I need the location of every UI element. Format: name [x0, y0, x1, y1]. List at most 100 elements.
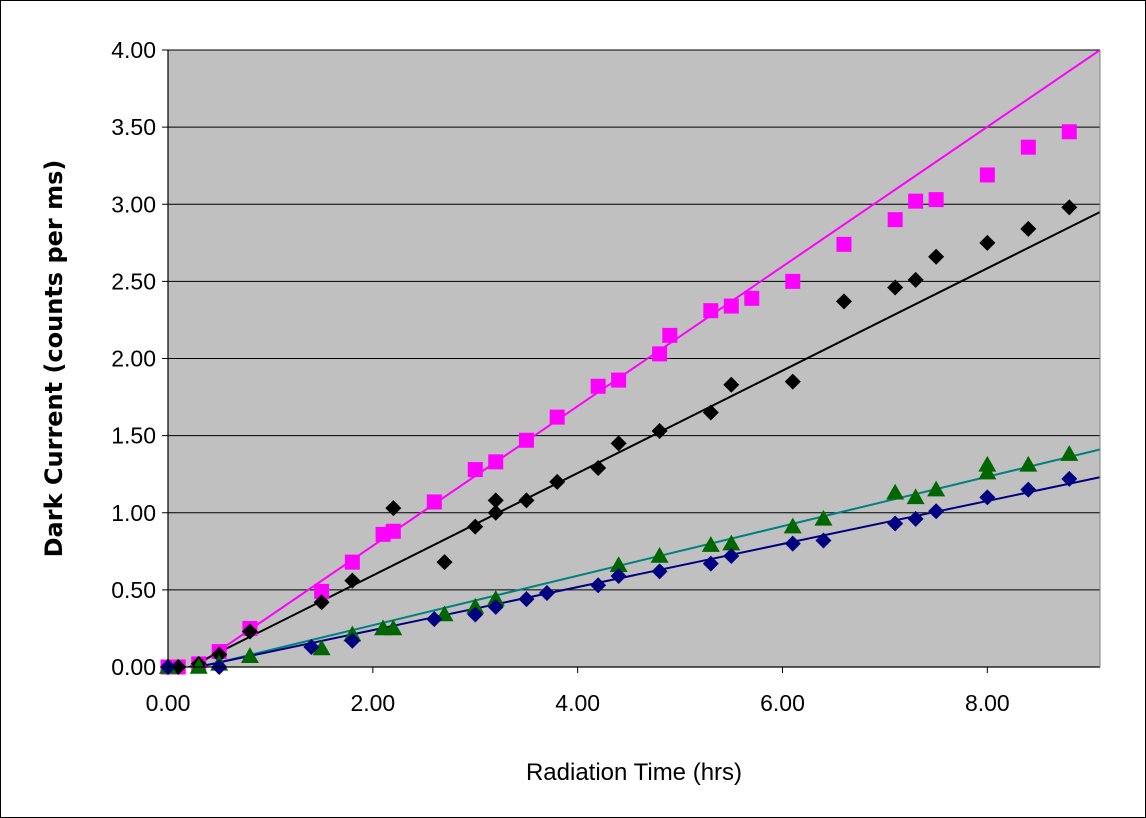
data-point [384, 619, 403, 636]
data-point [835, 293, 852, 310]
data-point [651, 563, 668, 580]
data-point [549, 409, 565, 425]
data-point [467, 462, 483, 478]
data-point [906, 488, 925, 505]
data-point [1020, 139, 1036, 155]
data-point [314, 583, 330, 599]
data-point [486, 590, 505, 606]
data-point [344, 632, 361, 649]
data-point [928, 503, 945, 520]
data-point [785, 273, 801, 289]
x-tick-label: 6.00 [760, 690, 805, 716]
data-point [610, 567, 627, 584]
data-point [887, 212, 903, 228]
data-point [344, 572, 361, 589]
data-point [313, 594, 330, 611]
data-point [887, 279, 904, 296]
data-point [518, 492, 535, 509]
data-point [549, 473, 566, 490]
x-tick-label: 2.00 [350, 690, 395, 716]
trendline-series-4 [192, 476, 1100, 667]
data-point [722, 534, 741, 551]
data-point [783, 517, 802, 534]
data-point [590, 577, 607, 594]
data-point [518, 591, 535, 608]
data-point [784, 373, 801, 390]
y-tick-label: 0.50 [111, 577, 156, 603]
y-tick-label: 3.50 [111, 114, 156, 140]
data-point [466, 597, 485, 614]
data-point [426, 611, 443, 628]
trendline-series-1 [193, 50, 1100, 667]
data-point [1020, 220, 1037, 237]
data-point [610, 435, 627, 452]
data-point [908, 193, 924, 209]
data-point [702, 404, 719, 421]
data-point [487, 598, 504, 615]
data-point [927, 480, 946, 497]
data-point [887, 515, 904, 532]
y-tick-label: 4.00 [111, 37, 156, 63]
data-point [590, 460, 607, 477]
trendline-series-3 [195, 448, 1100, 667]
data-point [518, 432, 534, 448]
data-point [723, 298, 739, 314]
y-tick-label: 2.00 [111, 346, 156, 372]
data-point [1019, 455, 1038, 472]
data-point [241, 623, 258, 640]
gridlines [168, 49, 1100, 591]
data-point [385, 523, 401, 539]
data-point [385, 500, 402, 517]
data-point [928, 192, 944, 208]
axes [162, 49, 1101, 673]
x-axis-title: Radiation Time (hrs) [526, 759, 742, 786]
y-tick-label: 2.50 [111, 268, 156, 294]
data-point [189, 658, 208, 674]
data-point [701, 536, 720, 552]
y-tick-label: 3.00 [111, 191, 156, 217]
data-markers [159, 124, 1079, 675]
data-point [928, 248, 945, 265]
data-point [744, 290, 760, 306]
data-point [240, 647, 259, 663]
data-point [907, 271, 924, 288]
data-point [611, 372, 627, 388]
data-point [815, 532, 832, 549]
data-point [538, 584, 555, 601]
y-tick-label: 1.00 [111, 500, 156, 526]
data-point [487, 504, 504, 521]
data-point [650, 546, 669, 563]
data-point [979, 234, 996, 251]
data-point [1061, 470, 1078, 487]
data-point [1061, 124, 1077, 140]
data-point [662, 327, 678, 343]
data-point [303, 638, 320, 655]
data-point [467, 606, 484, 623]
data-point [979, 489, 996, 506]
x-tick-label: 8.00 [965, 690, 1010, 716]
x-tick-labels: 0.00 2.00 4.00 6.00 8.00 [146, 690, 1010, 716]
data-point [886, 483, 905, 500]
y-tick-label: 1.50 [111, 423, 156, 449]
data-point [814, 509, 833, 526]
data-point [836, 236, 852, 252]
y-tick-label: 0.00 [111, 654, 156, 680]
data-point [1020, 481, 1037, 498]
data-point [979, 167, 995, 183]
data-point [436, 554, 453, 571]
data-point [312, 639, 331, 656]
data-point [590, 378, 606, 394]
data-point [978, 455, 997, 472]
x-tick-label: 0.00 [146, 690, 191, 716]
data-point [703, 303, 719, 319]
x-tick-label: 4.00 [555, 690, 600, 716]
data-point [1060, 445, 1079, 461]
data-point [907, 510, 924, 527]
y-tick-labels: 0.00 0.50 1.00 1.50 2.00 2.50 3.00 3.50 4.00 [111, 37, 156, 680]
data-point [652, 346, 668, 362]
data-point [488, 454, 504, 470]
data-point [609, 556, 628, 572]
data-point [467, 518, 484, 535]
data-point [426, 494, 442, 510]
